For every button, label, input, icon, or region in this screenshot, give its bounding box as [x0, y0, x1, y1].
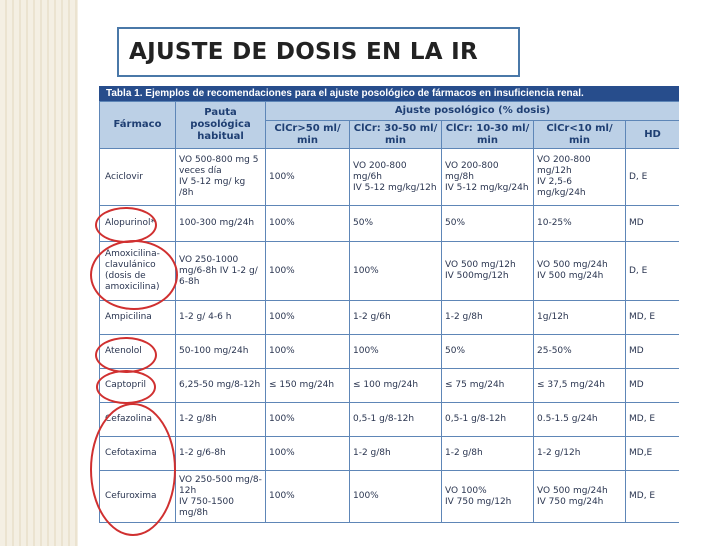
- dose-clcr-10: 10-25%: [533, 205, 626, 242]
- dose-clcr-50: 100%: [265, 334, 350, 369]
- dose-clcr-10: 1-2 g/12h: [533, 436, 626, 471]
- table-row: Alopurinol* 100-300 mg/24h 100% 50% 50% …: [99, 205, 679, 242]
- dose-clcr-10: ≤ 37,5 mg/24h: [533, 368, 626, 403]
- dose-clcr-50: 100%: [265, 205, 350, 242]
- table-row: Aciclovir VO 500-800 mg 5 veces día IV 5…: [99, 148, 679, 206]
- dose-clcr-50: ≤ 150 mg/24h: [265, 368, 350, 403]
- header-pauta: Pauta posológica habitual: [175, 101, 266, 149]
- dose-regular: VO 250-500 mg/8-12h IV 750-1500 mg/8h: [175, 470, 266, 523]
- dose-clcr-10: VO 500 mg/24h IV 750 mg/24h: [533, 470, 626, 523]
- dose-clcr-30-50: 100%: [349, 241, 442, 301]
- slide-title-box: AJUSTE DE DOSIS EN LA IR: [117, 27, 520, 77]
- table-row: Cefazolina 1-2 g/8h 100% 0,5-1 g/8-12h 0…: [99, 402, 679, 437]
- dose-clcr-50: 100%: [265, 402, 350, 437]
- table-row: Ampicilina 1-2 g/ 4-6 h 100% 1-2 g/6h 1-…: [99, 300, 679, 335]
- dose-clcr-10-30: ≤ 75 mg/24h: [441, 368, 534, 403]
- header-clcr-30-50: ClCr: 30-50 ml/ min: [349, 120, 442, 149]
- dose-clcr-10-30: 50%: [441, 334, 534, 369]
- dose-regular: 1-2 g/8h: [175, 402, 266, 437]
- header-ajuste: Ajuste posológico (% dosis): [264, 101, 679, 121]
- dose-clcr-30-50: 100%: [349, 470, 442, 523]
- dose-clcr-50: 100%: [265, 300, 350, 335]
- drug-name: Alopurinol*: [99, 205, 176, 242]
- dose-regular: VO 500-800 mg 5 veces día IV 5-12 mg/ kg…: [175, 148, 266, 206]
- drug-name: Cefazolina: [99, 402, 176, 437]
- header-hd: HD: [624, 120, 679, 149]
- dose-regular: 100-300 mg/24h: [175, 205, 266, 242]
- dose-regular: VO 250-1000 mg/6-8h IV 1-2 g/ 6-8h: [175, 241, 266, 301]
- drug-name: Atenolol: [99, 334, 176, 369]
- dosing-table-image: Tabla 1. Ejemplos de recomendaciones par…: [99, 86, 679, 532]
- drug-name: Cefuroxima: [99, 470, 176, 523]
- dose-clcr-10: VO 500 mg/24h IV 500 mg/24h: [533, 241, 626, 301]
- dose-clcr-10-30: VO 500 mg/12h IV 500mg/12h: [441, 241, 534, 301]
- dose-hd: MD,E: [624, 436, 679, 471]
- dose-clcr-30-50: 1-2 g/6h: [349, 300, 442, 335]
- dose-hd: MD, E: [624, 470, 679, 523]
- dose-clcr-10: 25-50%: [533, 334, 626, 369]
- dose-clcr-10-30: 50%: [441, 205, 534, 242]
- dose-hd: MD, E: [624, 402, 679, 437]
- drug-name: Aciclovir: [99, 148, 176, 206]
- dose-clcr-30-50: 50%: [349, 205, 442, 242]
- dose-regular: 6,25-50 mg/8-12h: [175, 368, 266, 403]
- dose-clcr-30-50: 1-2 g/8h: [349, 436, 442, 471]
- dose-clcr-10: 0.5-1.5 g/24h: [533, 402, 626, 437]
- dosing-table: Fármaco Pauta posológica habitual Ajuste…: [99, 101, 679, 523]
- dose-clcr-30-50: 100%: [349, 334, 442, 369]
- slide-title: AJUSTE DE DOSIS EN LA IR: [129, 39, 479, 65]
- dose-clcr-30-50: 0,5-1 g/8-12h: [349, 402, 442, 437]
- table-row: Cefotaxima 1-2 g/6-8h 100% 1-2 g/8h 1-2 …: [99, 436, 679, 471]
- drug-name: Cefotaxima: [99, 436, 176, 471]
- dose-clcr-10-30: 0,5-1 g/8-12h: [441, 402, 534, 437]
- dose-regular: 1-2 g/ 4-6 h: [175, 300, 266, 335]
- dose-clcr-10: VO 200-800 mg/12h IV 2,5-6 mg/kg/24h: [533, 148, 626, 206]
- dose-clcr-10-30: VO 200-800 mg/8h IV 5-12 mg/kg/24h: [441, 148, 534, 206]
- dose-clcr-10-30: 1-2 g/8h: [441, 436, 534, 471]
- dose-hd: D, E: [624, 148, 679, 206]
- drug-name: Ampicilina: [99, 300, 176, 335]
- dose-hd: MD: [624, 368, 679, 403]
- dose-clcr-50: 100%: [265, 241, 350, 301]
- decorative-stripes: [0, 0, 78, 546]
- dose-clcr-50: 100%: [265, 436, 350, 471]
- header-clcr-10-30: ClCr: 10-30 ml/ min: [441, 120, 534, 149]
- dose-hd: MD: [624, 205, 679, 242]
- table-caption: Tabla 1. Ejemplos de recomendaciones par…: [99, 86, 679, 101]
- table-row: Cefuroxima VO 250-500 mg/8-12h IV 750-15…: [99, 470, 679, 523]
- table-row: Captopril 6,25-50 mg/8-12h ≤ 150 mg/24h …: [99, 368, 679, 403]
- dose-clcr-30-50: ≤ 100 mg/24h: [349, 368, 442, 403]
- dose-clcr-10-30: VO 100% IV 750 mg/12h: [441, 470, 534, 523]
- dose-hd: MD: [624, 334, 679, 369]
- header-clcr-50: ClCr>50 ml/ min: [265, 120, 350, 149]
- drug-name: Amoxicilina-clavulánico (dosis de amoxic…: [99, 241, 176, 301]
- drug-name: Captopril: [99, 368, 176, 403]
- dose-regular: 1-2 g/6-8h: [175, 436, 266, 471]
- header-clcr-10: ClCr<10 ml/ min: [533, 120, 626, 149]
- dose-clcr-30-50: VO 200-800 mg/6h IV 5-12 mg/kg/12h: [349, 148, 442, 206]
- dose-clcr-10: 1g/12h: [533, 300, 626, 335]
- dose-clcr-50: 100%: [265, 148, 350, 206]
- dose-clcr-50: 100%: [265, 470, 350, 523]
- table-row: Atenolol 50-100 mg/24h 100% 100% 50% 25-…: [99, 334, 679, 369]
- dose-clcr-10-30: 1-2 g/8h: [441, 300, 534, 335]
- dose-hd: MD, E: [624, 300, 679, 335]
- dose-regular: 50-100 mg/24h: [175, 334, 266, 369]
- header-farmaco: Fármaco: [99, 101, 176, 149]
- dose-hd: D, E: [624, 241, 679, 301]
- table-row: Amoxicilina-clavulánico (dosis de amoxic…: [99, 241, 679, 301]
